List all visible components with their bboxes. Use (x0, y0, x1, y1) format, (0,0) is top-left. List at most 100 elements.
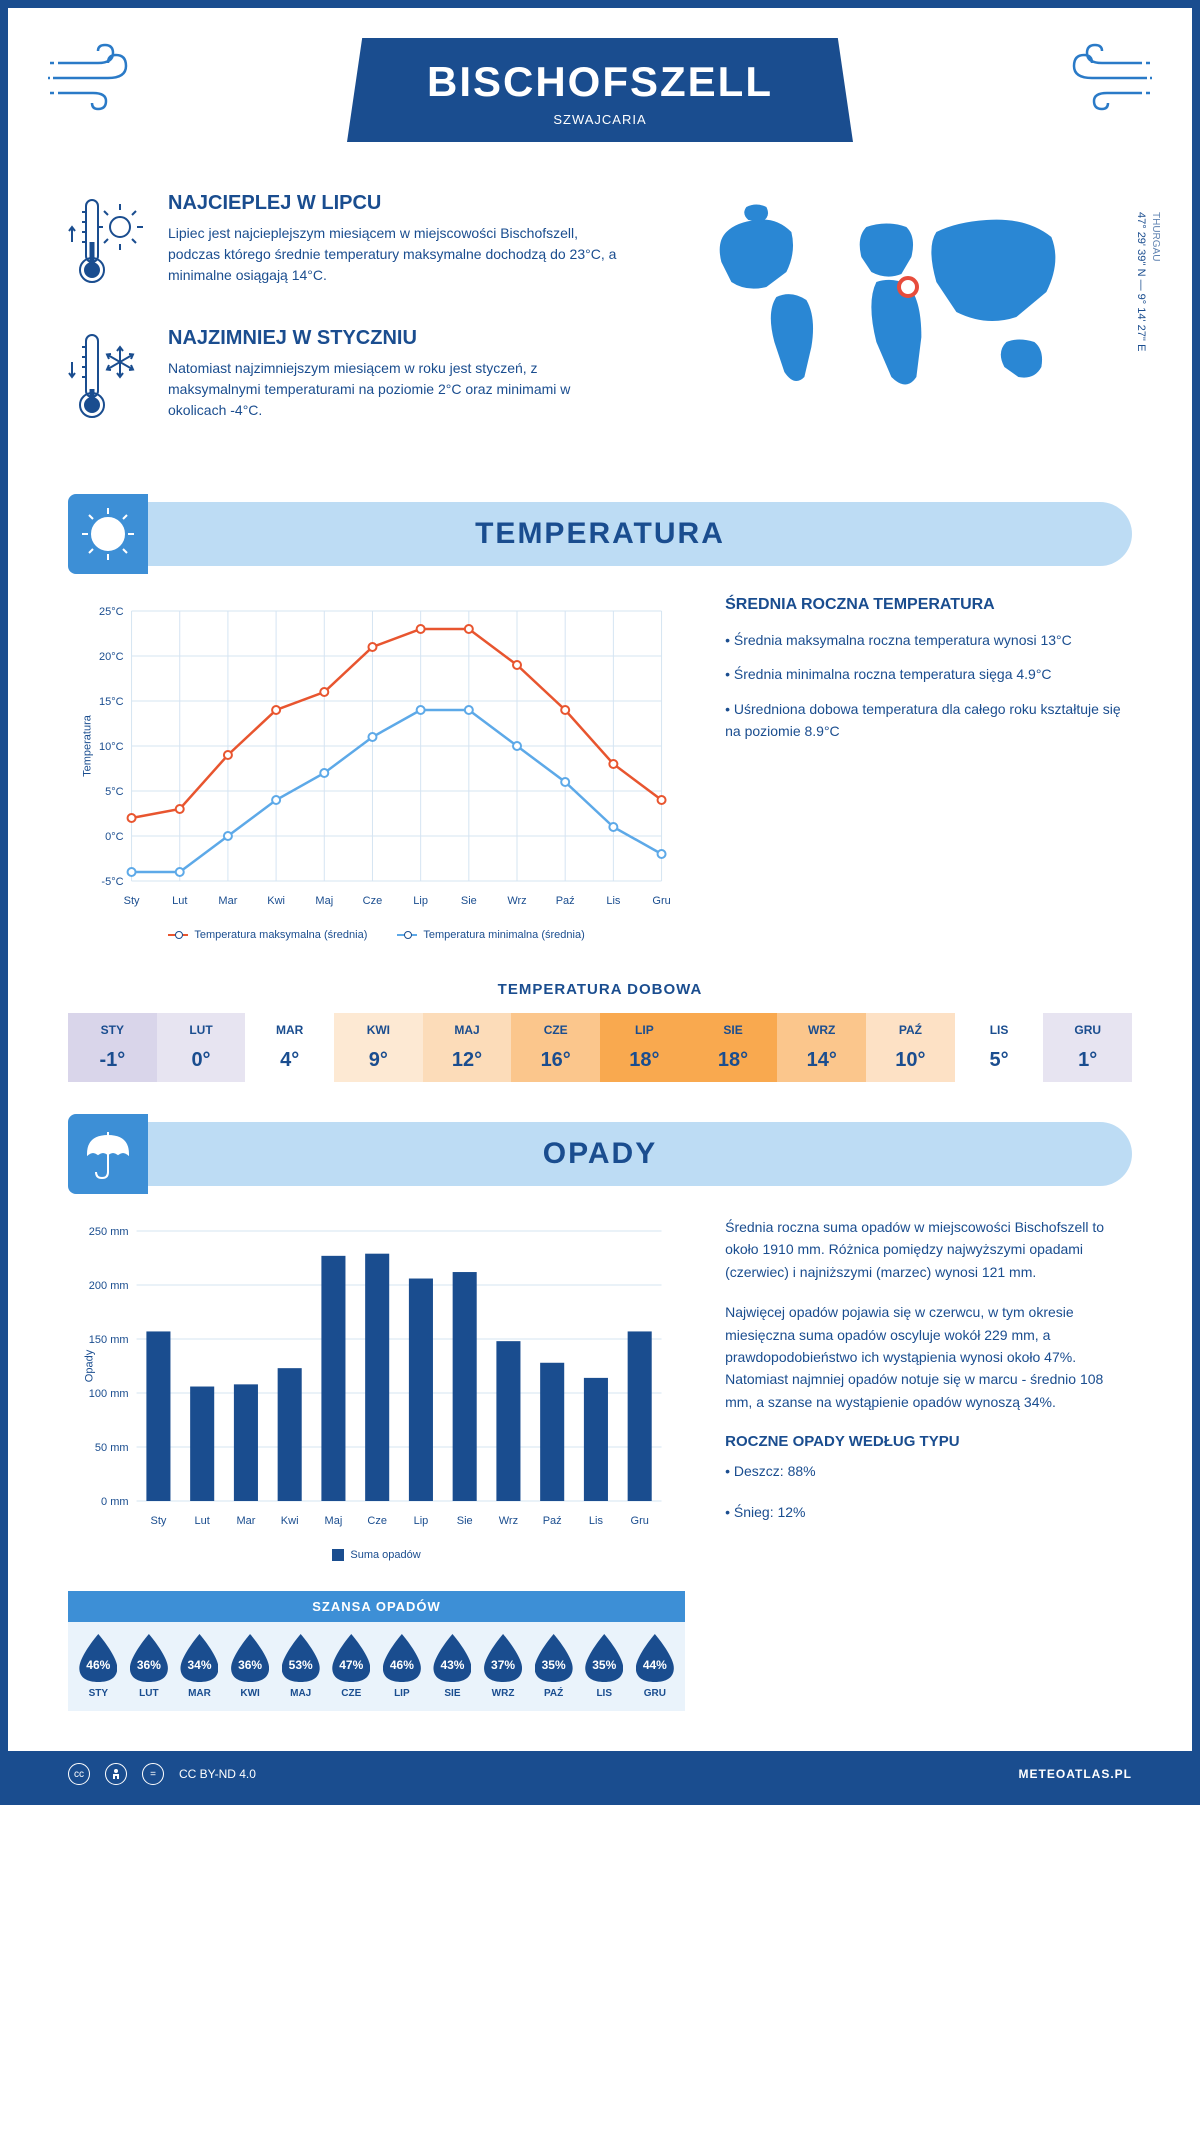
chance-box: SZANSA OPADÓW 46%STY36%LUT34%MAR36%KWI53… (68, 1591, 685, 1711)
svg-text:0 mm: 0 mm (101, 1496, 129, 1508)
month-label: LIS (955, 1023, 1044, 1049)
svg-text:Kwi: Kwi (281, 1515, 299, 1527)
svg-text:20°C: 20°C (99, 651, 124, 663)
daily-temp-cell: MAJ12° (423, 1013, 512, 1082)
by-type-title: ROCZNE OPADY WEDŁUG TYPU (725, 1433, 1132, 1450)
chance-month: STY (73, 1688, 124, 1699)
intro-left: NAJCIEPLEJ W LIPCU Lipiec jest najcieple… (68, 192, 621, 462)
license-text: CC BY-ND 4.0 (179, 1767, 256, 1781)
chance-item: 35%PAŹ (528, 1634, 579, 1699)
sun-icon (68, 494, 148, 574)
temp-value: 12° (423, 1049, 512, 1072)
daily-temp-cell: PAŹ10° (866, 1013, 955, 1082)
daily-temp-cell: SIE18° (689, 1013, 778, 1082)
month-label: MAR (245, 1023, 334, 1049)
month-label: GRU (1043, 1023, 1132, 1049)
header-banner: BISCHOFSZELL SZWAJCARIA (347, 38, 853, 142)
chance-item: 46%STY (73, 1634, 124, 1699)
daily-temp-cell: MAR4° (245, 1013, 334, 1082)
chance-item: 34%MAR (174, 1634, 225, 1699)
svg-text:250 mm: 250 mm (89, 1226, 129, 1238)
temp-value: 0° (157, 1049, 246, 1072)
hot-block: NAJCIEPLEJ W LIPCU Lipiec jest najcieple… (68, 192, 621, 297)
chance-month: LUT (124, 1688, 175, 1699)
chance-item: 43%SIE (427, 1634, 478, 1699)
page: BISCHOFSZELL SZWAJCARIA (0, 0, 1200, 1805)
chance-title: SZANSA OPADÓW (68, 1591, 685, 1622)
temperature-chart: -5°C0°C5°C10°C15°C20°C25°CStyLutMarKwiMa… (68, 596, 685, 941)
svg-text:Mar: Mar (218, 895, 237, 907)
chance-month: CZE (326, 1688, 377, 1699)
svg-text:Sie: Sie (457, 1515, 473, 1527)
drop-icon: 36% (130, 1634, 168, 1682)
month-label: WRZ (777, 1023, 866, 1049)
svg-text:Sie: Sie (461, 895, 477, 907)
svg-text:Opady: Opady (84, 1349, 96, 1382)
precip-p1: Średnia roczna suma opadów w miejscowośc… (725, 1216, 1132, 1283)
temp-info-item: • Uśredniona dobowa temperatura dla całe… (725, 698, 1132, 743)
chance-month: WRZ (478, 1688, 529, 1699)
chance-item: 36% LUT (124, 1634, 175, 1699)
svg-text:Mar: Mar (236, 1515, 255, 1527)
svg-text:Lis: Lis (606, 895, 621, 907)
header: BISCHOFSZELL SZWAJCARIA (8, 8, 1192, 162)
svg-text:25°C: 25°C (99, 606, 124, 618)
region-label: THURGAU (1148, 212, 1162, 351)
by-type-item: • Śnieg: 12% (725, 1501, 1132, 1523)
coords-value: 47° 29' 39'' N — 9° 14' 27'' E (1133, 212, 1148, 351)
svg-text:Cze: Cze (367, 1515, 387, 1527)
precipitation-title: OPADY (68, 1137, 1132, 1171)
svg-text:Wrz: Wrz (499, 1515, 518, 1527)
svg-text:Lut: Lut (195, 1515, 210, 1527)
wind-icon (1062, 43, 1152, 118)
chance-item: 36% KWI (225, 1634, 276, 1699)
svg-text:Maj: Maj (325, 1515, 343, 1527)
site-name: METEOATLAS.PL (1019, 1767, 1132, 1781)
chance-month: PAŹ (528, 1688, 579, 1699)
chance-item: 47% CZE (326, 1634, 377, 1699)
precipitation-header: OPADY (68, 1122, 1132, 1186)
daily-temp-cell: LIS5° (955, 1013, 1044, 1082)
drop-icon: 44% (636, 1634, 674, 1682)
month-label: PAŹ (866, 1023, 955, 1049)
svg-text:200 mm: 200 mm (89, 1280, 129, 1292)
month-label: MAJ (423, 1023, 512, 1049)
hot-text: NAJCIEPLEJ W LIPCU Lipiec jest najcieple… (168, 192, 621, 297)
temp-value: 10° (866, 1049, 955, 1072)
hot-description: Lipiec jest najcieplejszym miesiącem w m… (168, 223, 621, 286)
svg-text:0°C: 0°C (105, 831, 124, 843)
temp-value: 5° (955, 1049, 1044, 1072)
daily-temp-table: STY-1°LUT0°MAR4°KWI9°MAJ12°CZE16°LIP18°S… (68, 1013, 1132, 1082)
svg-text:Kwi: Kwi (267, 895, 285, 907)
svg-text:Sty: Sty (150, 1515, 166, 1527)
legend-min: Temperatura minimalna (średnia) (397, 929, 584, 941)
temp-info-item: • Średnia minimalna roczna temperatura s… (725, 663, 1132, 685)
chance-month: MAJ (275, 1688, 326, 1699)
svg-text:150 mm: 150 mm (89, 1334, 129, 1346)
chance-month: KWI (225, 1688, 276, 1699)
chance-item: 44% GRU (630, 1634, 681, 1699)
chance-item: 53%MAJ (275, 1634, 326, 1699)
daily-temp-cell: LIP18° (600, 1013, 689, 1082)
chance-item: 35%LIS (579, 1634, 630, 1699)
precip-legend: Suma opadów (68, 1549, 685, 1561)
drop-icon: 43% (433, 1634, 471, 1682)
svg-text:Maj: Maj (315, 895, 333, 907)
svg-text:Wrz: Wrz (507, 895, 526, 907)
drop-icon: 47% (332, 1634, 370, 1682)
precip-p2: Najwięcej opadów pojawia się w czerwcu, … (725, 1301, 1132, 1413)
world-map (661, 192, 1132, 412)
temperature-section: -5°C0°C5°C10°C15°C20°C25°CStyLutMarKwiMa… (8, 596, 1192, 1122)
temp-value: 1° (1043, 1049, 1132, 1072)
svg-text:10°C: 10°C (99, 741, 124, 753)
cold-block: NAJZIMNIEJ W STYCZNIU Natomiast najzimni… (68, 327, 621, 432)
drop-icon: 36% (231, 1634, 269, 1682)
by-type-item: • Deszcz: 88% (725, 1460, 1132, 1482)
cc-icon: cc (68, 1763, 90, 1785)
svg-text:15°C: 15°C (99, 696, 124, 708)
daily-temp-cell: STY-1° (68, 1013, 157, 1082)
chance-month: GRU (630, 1688, 681, 1699)
daily-temp-cell: CZE16° (511, 1013, 600, 1082)
temp-info-item: • Średnia maksymalna roczna temperatura … (725, 629, 1132, 651)
svg-text:50 mm: 50 mm (95, 1442, 129, 1454)
